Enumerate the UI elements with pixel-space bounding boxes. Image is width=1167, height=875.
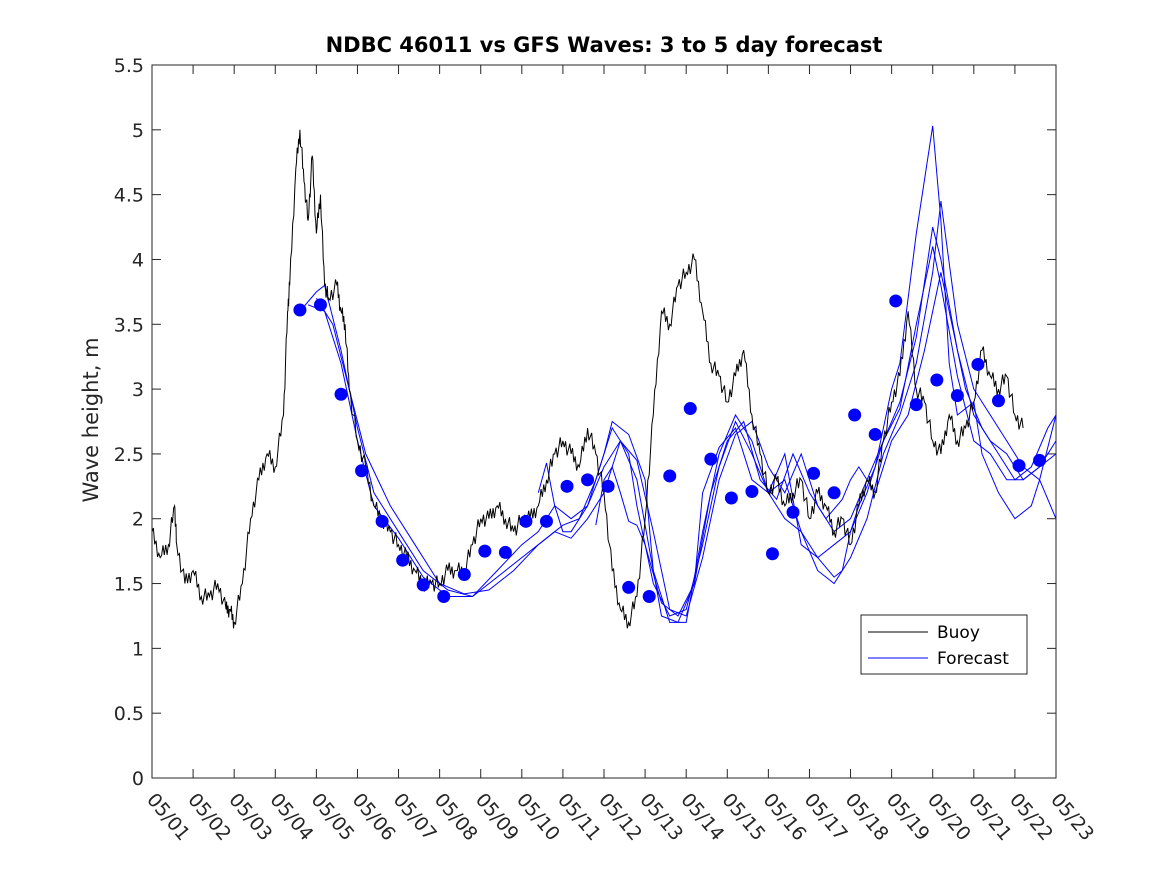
forecast-marker: [622, 580, 636, 594]
y-tick-label: 1: [132, 638, 144, 660]
forecast-marker: [581, 473, 595, 487]
y-tick-label: 0.5: [114, 703, 144, 725]
forecast-marker: [663, 469, 677, 483]
legend: Buoy Forecast: [860, 614, 1028, 675]
forecast-marker: [334, 387, 348, 401]
y-tick-label: 3: [132, 379, 144, 401]
forecast-marker: [724, 491, 738, 505]
forecast-line-3: [315, 246, 1057, 617]
forecast-marker: [991, 394, 1005, 408]
forecast-line-2: [307, 201, 1057, 617]
y-tick-label: 4.5: [114, 185, 144, 207]
forecast-marker: [745, 485, 759, 499]
forecast-marker: [355, 464, 369, 478]
forecast-marker: [375, 514, 389, 528]
y-tick-label: 4: [132, 249, 144, 271]
forecast-marker: [478, 544, 492, 558]
forecast-marker: [560, 479, 574, 493]
y-tick-label: 2: [132, 509, 144, 531]
y-tick-label: 3.5: [114, 314, 144, 336]
forecast-marker: [498, 545, 512, 559]
forecast-marker: [601, 479, 615, 493]
forecast-marker: [889, 294, 903, 308]
forecast-markers: [293, 294, 1047, 604]
forecast-marker: [765, 547, 779, 561]
forecast-marker: [539, 514, 553, 528]
forecast-marker: [827, 486, 841, 500]
y-tick-label: 2.5: [114, 444, 144, 466]
forecast-marker: [1012, 459, 1026, 473]
forecast-marker: [396, 553, 410, 567]
forecast-marker: [642, 590, 656, 604]
forecast-marker: [950, 389, 964, 403]
forecast-marker: [683, 402, 697, 416]
forecast-line-4: [537, 226, 1057, 623]
legend-box: [860, 614, 1028, 675]
forecast-marker: [868, 427, 882, 441]
forecast-marker: [457, 567, 471, 581]
forecast-marker: [971, 357, 985, 371]
y-tick-label: 5: [132, 120, 144, 142]
forecast-marker: [313, 298, 327, 312]
forecast-marker: [786, 505, 800, 519]
y-tick-label: 0: [132, 768, 144, 790]
forecast-marker: [416, 578, 430, 592]
y-tick-label: 1.5: [114, 574, 144, 596]
legend-forecast-label: Forecast: [937, 649, 1009, 669]
series-layer: [151, 125, 1057, 629]
forecast-marker: [293, 303, 307, 317]
forecast-marker: [704, 452, 718, 466]
chart-title: NDBC 46011 vs GFS Waves: 3 to 5 day fore…: [326, 33, 883, 57]
forecast-marker: [807, 466, 821, 480]
forecast-marker: [1033, 453, 1047, 467]
forecast-line-5: [595, 272, 1057, 617]
forecast-marker: [909, 398, 923, 412]
y-axis-label: Wave height, m: [79, 337, 103, 502]
y-tick-label: 5.5: [114, 55, 144, 77]
buoy-line: [151, 129, 1024, 629]
forecast-marker: [848, 408, 862, 422]
y-axis-ticks: 0 0.5 1 1.5 2 2.5 3 3.5 4 4.5 5 5.5: [114, 55, 1056, 790]
forecast-marker: [930, 373, 944, 387]
forecast-marker: [519, 514, 533, 528]
forecast-marker: [437, 590, 451, 604]
legend-buoy-label: Buoy: [937, 623, 980, 643]
